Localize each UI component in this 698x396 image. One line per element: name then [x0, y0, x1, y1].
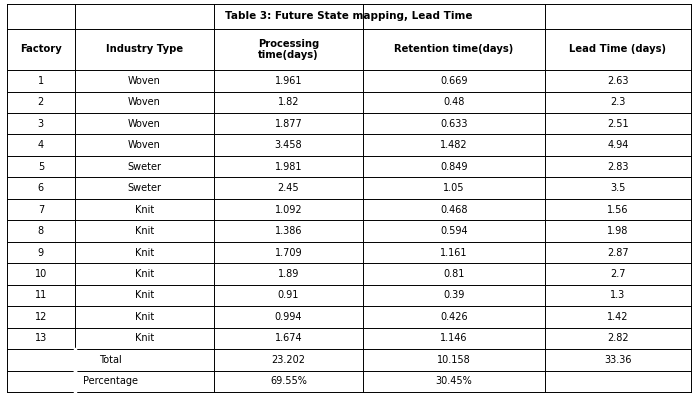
Text: 12: 12	[35, 312, 47, 322]
Text: 1.092: 1.092	[274, 205, 302, 215]
Text: 3: 3	[38, 119, 44, 129]
Text: 4.94: 4.94	[607, 140, 629, 150]
Text: 0.91: 0.91	[278, 290, 299, 301]
Text: 0.669: 0.669	[440, 76, 468, 86]
Text: Table 3: Future State mapping, Lead Time: Table 3: Future State mapping, Lead Time	[225, 11, 473, 21]
Text: 1.981: 1.981	[275, 162, 302, 172]
Text: 7: 7	[38, 205, 44, 215]
Text: 23.202: 23.202	[272, 355, 306, 365]
Text: 0.994: 0.994	[275, 312, 302, 322]
Text: 8: 8	[38, 226, 44, 236]
Text: Industry Type: Industry Type	[105, 44, 183, 54]
Text: Woven: Woven	[128, 97, 161, 107]
Text: 10: 10	[35, 269, 47, 279]
Text: Woven: Woven	[128, 140, 161, 150]
Text: 2.7: 2.7	[610, 269, 625, 279]
Text: 2.45: 2.45	[278, 183, 299, 193]
Text: 0.468: 0.468	[440, 205, 468, 215]
Text: 1.42: 1.42	[607, 312, 629, 322]
Text: Sweter: Sweter	[127, 183, 161, 193]
Text: 9: 9	[38, 248, 44, 257]
Text: 4: 4	[38, 140, 44, 150]
Text: 3.458: 3.458	[274, 140, 302, 150]
Text: Knit: Knit	[135, 205, 154, 215]
Text: 1.56: 1.56	[607, 205, 629, 215]
Text: 1.146: 1.146	[440, 333, 468, 343]
Text: Knit: Knit	[135, 269, 154, 279]
Text: 69.55%: 69.55%	[270, 376, 307, 386]
Text: 0.39: 0.39	[443, 290, 465, 301]
Text: 1.877: 1.877	[274, 119, 302, 129]
Text: 1.674: 1.674	[274, 333, 302, 343]
Text: Knit: Knit	[135, 226, 154, 236]
Text: 0.594: 0.594	[440, 226, 468, 236]
Text: 0.48: 0.48	[443, 97, 465, 107]
Text: Woven: Woven	[128, 119, 161, 129]
Text: 2.3: 2.3	[610, 97, 625, 107]
Text: Processing
time(days): Processing time(days)	[258, 38, 319, 60]
Text: 1.05: 1.05	[443, 183, 465, 193]
Text: 1.98: 1.98	[607, 226, 629, 236]
Text: 5: 5	[38, 162, 44, 172]
Text: 2.82: 2.82	[607, 333, 629, 343]
Text: Factory: Factory	[20, 44, 61, 54]
Text: 2.51: 2.51	[607, 119, 629, 129]
Text: 1.89: 1.89	[278, 269, 299, 279]
Text: Woven: Woven	[128, 76, 161, 86]
Text: 1.482: 1.482	[440, 140, 468, 150]
Text: Sweter: Sweter	[127, 162, 161, 172]
Text: Retention time(days): Retention time(days)	[394, 44, 514, 54]
Text: 1.961: 1.961	[275, 76, 302, 86]
Text: Percentage: Percentage	[83, 376, 138, 386]
Text: 0.426: 0.426	[440, 312, 468, 322]
Text: 33.36: 33.36	[604, 355, 632, 365]
Text: 3.5: 3.5	[610, 183, 625, 193]
Text: 30.45%: 30.45%	[436, 376, 473, 386]
Text: 0.633: 0.633	[440, 119, 468, 129]
Text: Knit: Knit	[135, 290, 154, 301]
Text: 2: 2	[38, 97, 44, 107]
Text: 2.63: 2.63	[607, 76, 629, 86]
Text: 1: 1	[38, 76, 44, 86]
Text: 10.158: 10.158	[437, 355, 471, 365]
Text: 2.87: 2.87	[607, 248, 629, 257]
Text: Knit: Knit	[135, 333, 154, 343]
Text: Lead Time (days): Lead Time (days)	[570, 44, 667, 54]
Text: 13: 13	[35, 333, 47, 343]
Text: 1.3: 1.3	[610, 290, 625, 301]
Text: 1.161: 1.161	[440, 248, 468, 257]
Text: 6: 6	[38, 183, 44, 193]
Text: Knit: Knit	[135, 248, 154, 257]
Text: 1.386: 1.386	[275, 226, 302, 236]
Text: Knit: Knit	[135, 312, 154, 322]
Text: 0.81: 0.81	[443, 269, 465, 279]
Text: 1.82: 1.82	[278, 97, 299, 107]
Text: 2.83: 2.83	[607, 162, 629, 172]
Text: 1.709: 1.709	[274, 248, 302, 257]
Text: Total: Total	[99, 355, 121, 365]
Text: 0.849: 0.849	[440, 162, 468, 172]
Text: 11: 11	[35, 290, 47, 301]
